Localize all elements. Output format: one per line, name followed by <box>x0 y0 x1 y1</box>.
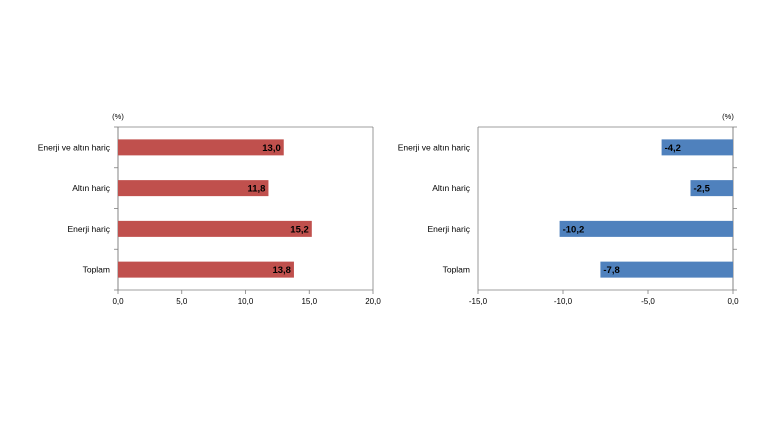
left-x-tick-label: 20,0 <box>365 297 381 306</box>
right-x-tick-label: -15,0 <box>469 297 488 306</box>
left-x-tick-label: 5,0 <box>176 297 188 306</box>
left-category-label: Toplam <box>83 265 110 275</box>
left-unit-label: (%) <box>112 112 124 121</box>
left-x-tick-label: 10,0 <box>238 297 254 306</box>
right-bar <box>661 139 733 156</box>
right-category-label: Toplam <box>443 265 470 275</box>
left-category-label: Altın hariç <box>72 183 111 193</box>
right-data-label: -4,2 <box>665 143 681 154</box>
right-data-label: -10,2 <box>563 224 585 235</box>
left-bar <box>118 139 284 156</box>
left-x-tick-label: 0,0 <box>112 297 124 306</box>
left-bar <box>118 180 269 197</box>
right-bar <box>600 261 733 278</box>
left-data-label: 15,2 <box>290 224 309 235</box>
right-data-label: -7,8 <box>603 265 619 276</box>
left-bar <box>118 261 294 278</box>
left-bar <box>118 220 312 237</box>
left-x-tick-label: 15,0 <box>301 297 317 306</box>
left-data-label: 13,8 <box>272 265 291 276</box>
left-data-label: 13,0 <box>262 143 281 154</box>
right-x-tick-label: 0,0 <box>727 297 739 306</box>
left-category-label: Enerji ve altın hariç <box>38 142 111 152</box>
left-data-label: 11,8 <box>247 184 265 195</box>
right-category-label: Altın hariç <box>432 183 471 193</box>
right-data-label: -2,5 <box>694 184 711 195</box>
left-category-label: Enerji hariç <box>67 224 110 234</box>
right-x-tick-label: -5,0 <box>641 297 655 306</box>
right-x-tick-label: -10,0 <box>554 297 573 306</box>
right-bar <box>690 180 733 197</box>
right-unit-label: (%) <box>722 112 734 121</box>
right-category-label: Enerji ve altın hariç <box>398 142 471 152</box>
right-category-label: Enerji hariç <box>427 224 470 234</box>
right-bar <box>559 220 733 237</box>
